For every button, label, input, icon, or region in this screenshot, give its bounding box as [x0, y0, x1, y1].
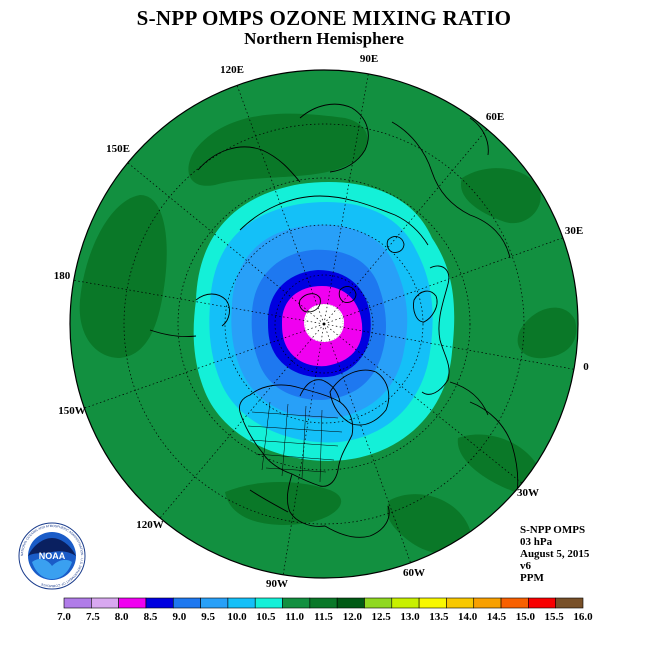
field-11-5-patch	[460, 168, 541, 224]
lon-label-150e: 150E	[106, 143, 130, 155]
lon-label-180: 180	[54, 270, 71, 282]
info-pressure-level: 03 hPa	[520, 536, 553, 548]
map-border	[69, 69, 579, 579]
map-title: S-NPP OMPS OZONE MIXING RATIO	[136, 6, 512, 30]
field-11-5-patch	[386, 494, 470, 554]
coastlines	[149, 103, 519, 538]
info-block: S-NPP OMPS 03 hPa August 5, 2015 v6 PPM	[520, 524, 589, 584]
field-11-5-patch	[517, 307, 577, 359]
noaa-logo: NOAA NATIONAL OCEANIC AND ATMOSPHERIC AD…	[18, 522, 86, 590]
lon-label-30e: 30E	[565, 225, 583, 237]
polar-stipple	[304, 303, 344, 343]
info-instrument: S-NPP OMPS	[520, 524, 586, 536]
state-boundaries	[247, 401, 343, 483]
map-subtitle: Northern Hemisphere	[244, 29, 404, 48]
info-date: August 5, 2015	[520, 548, 590, 560]
lon-label-0: 0	[583, 361, 589, 373]
meridians	[71, 70, 578, 577]
field-11-5-patch	[457, 434, 543, 495]
lon-label-30w: 30W	[517, 487, 539, 499]
latitude-circles	[123, 123, 525, 525]
lon-label-60e: 60E	[486, 111, 504, 123]
logo-wordmark: NOAA	[39, 551, 66, 561]
field-11-5-patch	[79, 195, 167, 358]
lon-label-120w: 120W	[136, 519, 164, 531]
lon-label-150w: 150W	[58, 405, 86, 417]
lon-label-90e: 90E	[360, 53, 378, 65]
lon-label-90w: 90W	[266, 578, 288, 590]
field-11-5-patch	[188, 113, 368, 186]
lon-label-120e: 120E	[220, 64, 244, 76]
info-version: v6	[520, 560, 531, 572]
lon-label-60w: 60W	[403, 567, 425, 579]
info-units: PPM	[520, 572, 544, 584]
